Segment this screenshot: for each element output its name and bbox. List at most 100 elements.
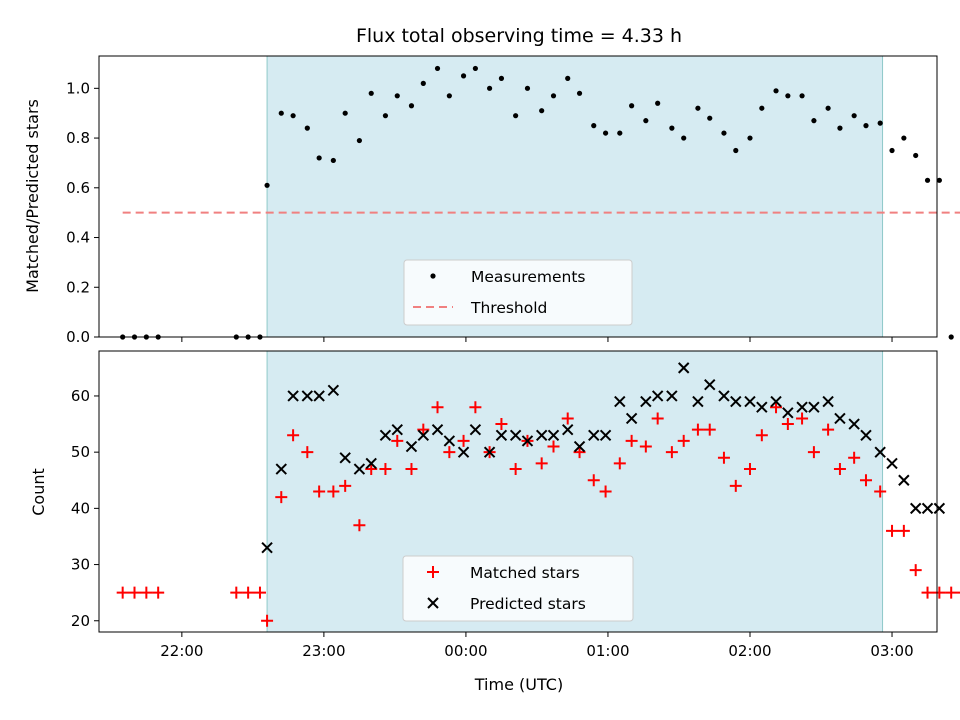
predicted-star-point: [756, 401, 768, 413]
predicted-star-point: [469, 423, 482, 436]
measurement-point: [394, 93, 400, 99]
measurement-point: [316, 155, 322, 161]
measurement-point: [936, 177, 942, 183]
predicted-star-point: [651, 390, 664, 402]
predicted-star-point: [483, 446, 496, 458]
y-tick-label: 0.0: [66, 328, 90, 346]
measurement-point: [513, 113, 519, 119]
measurement-point: [785, 93, 791, 99]
predicted-star-point: [562, 423, 574, 436]
legend-marker-matched: [427, 566, 439, 578]
predicted-star-point: [677, 362, 690, 374]
matched-star-point: [703, 423, 716, 436]
predicted-star-point: [535, 429, 548, 442]
measurement-point: [681, 135, 687, 141]
measurement-point: [863, 123, 869, 129]
matched-star-point: [587, 474, 600, 487]
predicted-star-point: [625, 412, 638, 425]
predicted-star-point: [443, 435, 456, 447]
matched-star-point: [365, 463, 378, 476]
measurement-point: [472, 65, 478, 72]
count-plot-area: [116, 362, 960, 627]
matched-star-point: [275, 491, 288, 504]
y-ticks-top: 0.0 0.2 0.4 0.6 0.8 1.0: [66, 79, 99, 346]
matched-star-point: [848, 451, 861, 464]
x-tick-label: 03:00: [870, 642, 913, 660]
predicted-star-point: [573, 440, 586, 453]
y-ticks-bottom: 20 30 40 50 60: [71, 387, 99, 630]
measurement-point: [913, 152, 919, 159]
y-tick-label: 40: [71, 499, 90, 517]
matched-star-point: [417, 423, 430, 436]
measurement-point: [721, 130, 727, 136]
measurement-point: [591, 123, 597, 129]
matched-star-point: [353, 519, 366, 532]
measurement-point: [629, 103, 635, 109]
predicted-star-point: [353, 463, 366, 475]
matched-star-point: [613, 457, 626, 470]
matched-star-point: [535, 457, 548, 470]
measurement-point: [550, 93, 557, 99]
measurement-point: [924, 177, 931, 183]
matched-star-point: [909, 564, 922, 577]
predicted-star-point: [275, 463, 287, 475]
matched-star-point: [933, 586, 946, 599]
predicted-star-point: [744, 395, 756, 408]
measurement-point: [773, 88, 779, 94]
predicted-star-point: [808, 401, 820, 413]
measurement-point: [342, 110, 348, 116]
legend-bottom: Matched stars Predicted stars: [402, 555, 634, 622]
measurement-point: [837, 125, 843, 131]
predicted-star-point: [547, 429, 560, 442]
axes-frame-top: [98, 55, 938, 338]
matched-star-point: [469, 401, 482, 414]
measurement-point: [524, 85, 531, 91]
matched-star-point: [625, 434, 638, 447]
predicted-star-point: [379, 429, 392, 442]
predicted-star-point: [886, 457, 898, 470]
matched-star-point: [639, 440, 652, 453]
matched-star-point: [691, 423, 704, 436]
measurement-point: [695, 105, 701, 111]
predicted-star-point: [365, 457, 377, 470]
x-tick-label: 23:00: [302, 642, 345, 660]
matched-star-point: [327, 485, 340, 498]
measurement-point: [264, 182, 270, 188]
y-tick-label: 0.4: [66, 229, 90, 247]
predicted-star-point: [921, 502, 934, 515]
predicted-star-point: [834, 412, 846, 425]
measurement-point: [304, 125, 310, 131]
y-axis-label-bottom: Count: [29, 468, 48, 516]
legend-marker-measurements: [430, 273, 436, 279]
predicted-star-point: [417, 429, 430, 442]
matched-star-point: [796, 412, 809, 425]
x-ticks-bottom: 22:00 23:00 00:00 01:00 02:00 03:00: [160, 632, 914, 660]
predicted-star-point: [640, 395, 652, 408]
measurement-point: [330, 157, 336, 164]
predicted-star-point: [457, 446, 470, 458]
measurement-point: [655, 100, 661, 106]
matched-star-point: [651, 412, 664, 425]
measurement-point: [486, 85, 493, 91]
measurement-point: [948, 334, 954, 340]
predicted-star-point: [588, 429, 600, 442]
matched-star-point: [509, 463, 522, 476]
predicted-star-point: [666, 390, 678, 402]
matched-star-point: [957, 591, 960, 594]
matched-star-point: [547, 440, 560, 453]
count-panel: 20 30 40 50 60 22:00 23:00 00:00 01:00 02:00 03:0…: [29, 350, 960, 694]
measurement-point: [643, 118, 649, 124]
predicted-star-point: [301, 390, 314, 402]
y-tick-label: 60: [71, 387, 90, 405]
legend-label-predicted: Predicted stars: [470, 595, 586, 613]
predicted-star-point: [874, 446, 886, 458]
predicted-star-point: [933, 502, 946, 515]
matched-star-point: [874, 485, 887, 498]
predicted-star-point: [860, 429, 872, 442]
matched-star-point: [140, 586, 153, 599]
y-tick-label: 0.2: [66, 278, 90, 296]
x-tick-label: 22:00: [160, 642, 203, 660]
measurement-point: [434, 65, 441, 72]
predicted-star-point: [431, 423, 444, 436]
